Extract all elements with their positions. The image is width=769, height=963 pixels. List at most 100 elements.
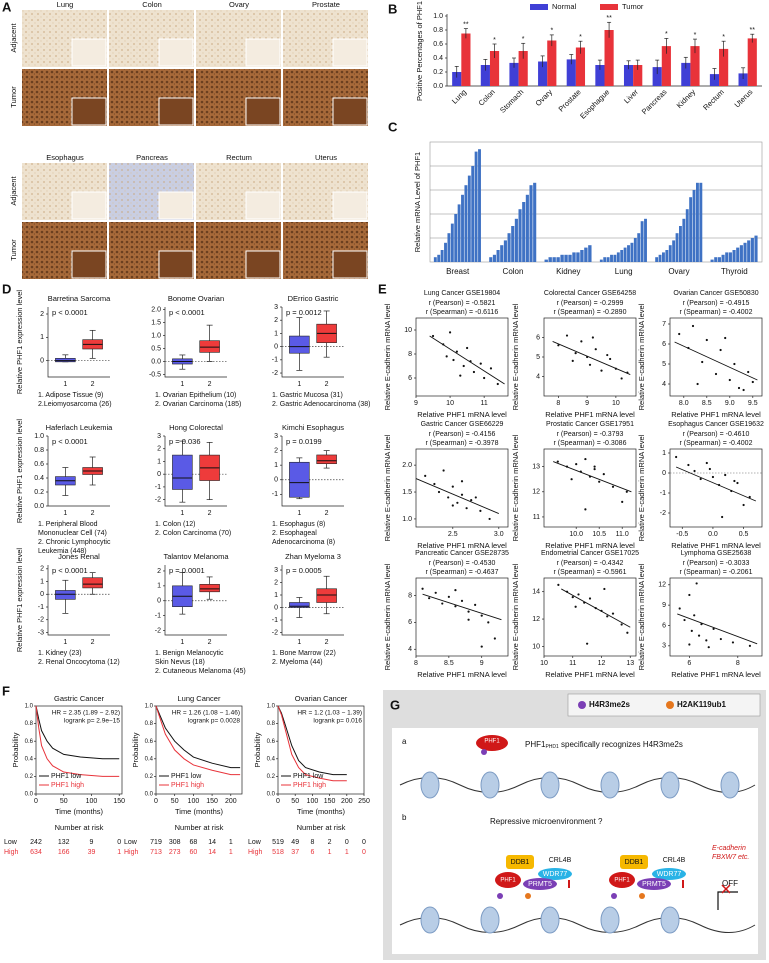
bar — [692, 190, 696, 262]
bar — [728, 252, 732, 262]
bar — [503, 240, 507, 262]
bar — [450, 223, 454, 262]
plot-frame — [669, 577, 763, 657]
pearson: r (Pearson) = -0.4610 — [683, 431, 750, 438]
inset — [71, 38, 107, 67]
y-tick-label: 9 — [662, 602, 666, 609]
x-tick-label: 9.5 — [748, 400, 758, 407]
tissue-name: Esophagus — [46, 153, 84, 162]
x-tick-label: 200 — [341, 798, 353, 805]
bar — [662, 252, 665, 262]
point — [442, 469, 445, 472]
x-tick-label: 10 — [612, 400, 620, 407]
y-tick-label: -0.5 — [149, 371, 161, 378]
y-tick-label: 0.0 — [145, 792, 154, 798]
risk-label: High — [124, 849, 139, 856]
panel-label: E — [378, 281, 387, 296]
x-tick-label: 2 — [91, 510, 95, 517]
point — [447, 496, 450, 499]
bar — [595, 65, 605, 86]
panel-label: G — [390, 697, 400, 712]
y-tick-label: 5 — [536, 354, 540, 361]
legend-swatch — [530, 4, 548, 10]
y-axis-label: Relative PHF1 expression level — [15, 548, 24, 653]
point — [574, 605, 577, 608]
risk-number: 68 — [189, 839, 197, 846]
legend-line: 1. Peripheral Blood — [38, 521, 98, 528]
y-tick-label: 1 — [274, 592, 278, 599]
y-tick-label: -1 — [272, 357, 278, 364]
point — [466, 346, 469, 350]
y-tick-label: 3 — [274, 433, 278, 440]
y-tick-label: 5 — [662, 361, 666, 368]
plot-title: Hong Colorectal — [169, 423, 223, 432]
fit-line — [415, 478, 499, 514]
plot-frame — [669, 317, 763, 397]
plot-title: Talantov Melanoma — [163, 552, 229, 561]
y-tick-label: 7 — [662, 321, 666, 328]
y-tick-label: 1.0 — [145, 704, 154, 710]
plot-title: Barretina Sarcoma — [48, 294, 111, 303]
y-axis-label: Relative E-cadherin mRNA level — [511, 303, 520, 410]
risk-number: 37 — [291, 849, 299, 856]
off-label: OFF — [722, 879, 738, 888]
p-value: p < 0.0001 — [52, 308, 88, 317]
spearman: r (Spearman) = -0.5961 — [554, 569, 627, 576]
x-tick-label: 11 — [569, 660, 576, 667]
point — [483, 376, 486, 380]
point — [448, 331, 452, 334]
y-tick-label: 1 — [274, 330, 278, 337]
point — [697, 634, 701, 637]
risk-number: 9 — [90, 839, 94, 846]
bar — [457, 204, 461, 262]
phf1-label: PHF1 — [614, 878, 630, 884]
risk-number: 1 — [229, 849, 233, 856]
point — [470, 499, 473, 502]
legend-text: Tumor — [622, 2, 644, 11]
bar — [750, 238, 754, 262]
x-tick-label: 1 — [63, 510, 67, 517]
bar — [665, 250, 669, 262]
legend-text: PHF1 high — [51, 782, 84, 789]
point — [708, 467, 711, 471]
p-value: p < 0.0001 — [169, 308, 205, 317]
y-tick-label: 2 — [274, 579, 278, 586]
risk-number: 0 — [117, 839, 121, 846]
point — [570, 478, 573, 481]
plot-frame — [669, 448, 763, 528]
point — [571, 359, 574, 362]
risk-number: 519 — [272, 839, 284, 846]
tissue-name: Rectum — [226, 153, 252, 162]
survival-curve — [277, 705, 347, 776]
risk-number: 0 — [362, 839, 366, 846]
x-tick-label: 2 — [208, 381, 212, 388]
y-tick-label: 12 — [532, 489, 540, 496]
plot-title: Ovarian Cancer — [295, 694, 348, 703]
point — [467, 618, 470, 621]
y-tick-label: 12 — [658, 582, 666, 589]
y-tick-label: 0.8 — [267, 721, 276, 727]
y-tick-label: -1 — [272, 617, 278, 624]
legend-line: Skin Nevus (18) — [155, 659, 205, 666]
legend-line: 1. Kidney (23) — [38, 650, 82, 657]
plot-frame — [543, 448, 637, 528]
x-tick-label: 1 — [180, 510, 184, 517]
point — [480, 645, 483, 648]
x-tick-label: 2 — [325, 381, 329, 388]
y-axis-label: Relative PHF1 expression level — [15, 419, 24, 524]
point — [588, 597, 592, 600]
bar — [603, 257, 607, 262]
point — [454, 589, 457, 592]
logrank-p: logrank p= 0.0028 — [188, 718, 241, 725]
x-tick-label: 150 — [206, 798, 218, 805]
y-axis-label: Relative PHF1 expression level — [15, 290, 24, 395]
point — [724, 336, 727, 340]
spearman: r (Spearman) = -0.4637 — [426, 569, 499, 576]
x-tick-label: Thyroid — [721, 267, 748, 276]
y-tick-label: 4 — [662, 381, 666, 388]
fit-line — [561, 588, 631, 628]
point — [594, 348, 597, 351]
panel-label: F — [2, 683, 10, 698]
legend-line: 2. Renal Oncocytoma (12) — [38, 659, 120, 666]
tissue-name: Prostate — [312, 0, 340, 9]
